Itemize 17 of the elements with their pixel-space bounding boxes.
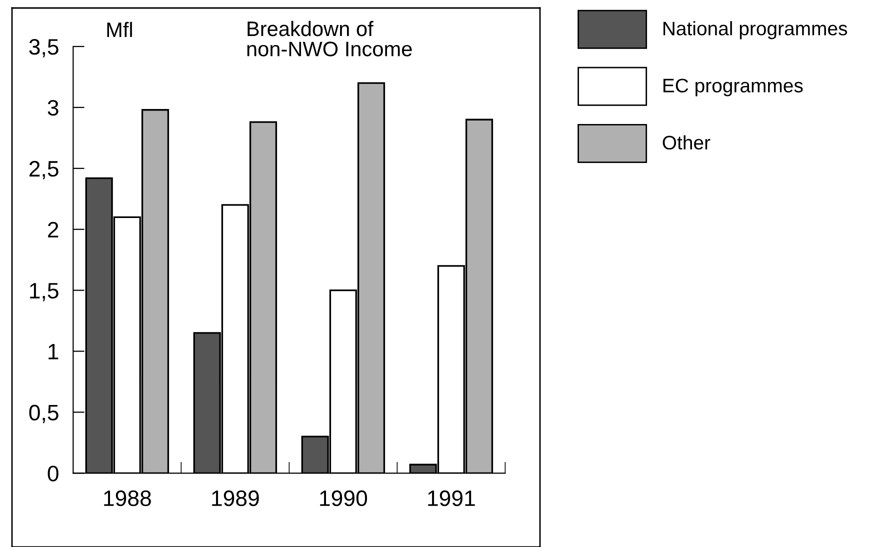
legend-label: Other <box>662 135 710 150</box>
legend-label: EC programmes <box>663 78 803 96</box>
x-tick-label: 1991 <box>428 490 475 506</box>
y-tick-label: 1,5 <box>30 283 58 302</box>
y-tick-label: 2,5 <box>30 160 58 180</box>
legend-label: National programmes <box>663 21 848 40</box>
x-tick-label: 1990 <box>320 490 368 506</box>
x-tick-label: 1988 <box>104 490 151 506</box>
y-axis-title: Mfl <box>107 22 132 37</box>
y-tick-label: 3,5 <box>29 39 58 58</box>
y-tick-label: 1 <box>48 344 58 360</box>
y-tick-label: 0 <box>48 466 58 482</box>
y-tick-label: 3 <box>48 100 58 116</box>
y-tick-label: 0,5 <box>29 404 58 424</box>
x-tick-label: 1989 <box>212 490 259 506</box>
y-tick-label: 2 <box>48 222 58 238</box>
chart-title: Breakdown of non-NWO Income <box>247 20 412 56</box>
